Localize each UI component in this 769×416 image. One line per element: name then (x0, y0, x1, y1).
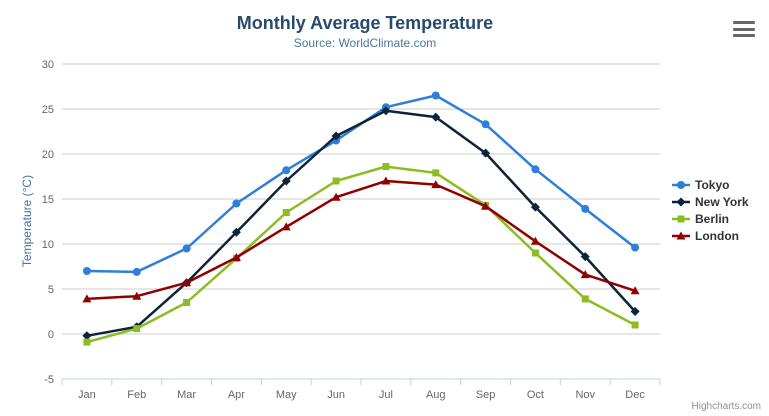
data-point-marker[interactable] (133, 325, 141, 333)
data-point-marker[interactable] (531, 249, 539, 257)
data-point-marker[interactable] (431, 180, 441, 189)
series-london (82, 176, 640, 303)
y-axis-label: 30 (42, 59, 54, 71)
data-point-marker[interactable] (530, 202, 540, 212)
x-axis-label: May (276, 389, 297, 401)
legend-marker-icon (672, 215, 690, 223)
data-point-marker[interactable] (431, 91, 440, 100)
legend-label: Berlin (695, 212, 730, 226)
data-point-marker (676, 231, 686, 240)
series-line[interactable] (86, 179, 636, 301)
data-point-marker[interactable] (580, 252, 590, 262)
export-menu-icon[interactable] (733, 21, 755, 37)
legend-marker-icon (672, 231, 690, 240)
y-axis-title: Temperature (°C) (20, 174, 34, 268)
y-axis-label: 25 (42, 104, 54, 116)
data-point-marker[interactable] (630, 286, 640, 295)
export-menu-bar (733, 21, 755, 24)
legend-label: New York (695, 195, 749, 209)
x-axis-label: Sep (476, 389, 496, 401)
data-point-marker[interactable] (82, 331, 92, 341)
data-point-marker (677, 181, 685, 189)
y-axis-label: 15 (42, 194, 54, 206)
legend-marker-icon (672, 181, 690, 189)
data-point-marker[interactable] (481, 201, 491, 210)
data-point-marker[interactable] (282, 209, 290, 216)
data-point-marker[interactable] (82, 267, 91, 275)
x-axis-label: Dec (625, 389, 645, 401)
data-point-marker[interactable] (231, 253, 241, 261)
chart-title: Monthly Average Temperature (236, 13, 494, 33)
data-point-marker[interactable] (631, 243, 640, 252)
legend-marker-icon (672, 197, 690, 207)
data-point-marker[interactable] (132, 291, 142, 300)
legend-item-tokyo[interactable]: Tokyo (672, 178, 749, 192)
x-axis-label: Nov (575, 389, 595, 401)
data-point-marker[interactable] (231, 227, 241, 237)
x-axis-label: Apr (228, 389, 245, 401)
data-point-marker (676, 197, 686, 207)
legend-label: London (695, 229, 739, 243)
credits-link[interactable]: Highcharts.com (691, 401, 761, 412)
data-point-marker[interactable] (531, 165, 540, 174)
legend-item-london[interactable]: London (672, 229, 749, 243)
x-axis-label: Aug (426, 389, 446, 401)
series-line[interactable] (86, 109, 637, 338)
data-point-marker[interactable] (331, 131, 341, 141)
y-axis-label: 10 (42, 239, 54, 251)
series-line[interactable] (86, 165, 636, 344)
series-line[interactable] (86, 94, 636, 274)
data-point-marker[interactable] (381, 176, 391, 185)
data-point-marker[interactable] (382, 163, 390, 171)
data-point-marker[interactable] (381, 106, 391, 116)
data-point-marker[interactable] (82, 294, 92, 303)
data-point-marker[interactable] (182, 244, 191, 253)
x-axis-label: Mar (177, 389, 196, 401)
data-point-marker[interactable] (432, 169, 440, 177)
data-point-marker (677, 215, 685, 223)
legend-label: Tokyo (695, 178, 730, 192)
x-axis-label: Jun (327, 389, 345, 401)
data-point-marker[interactable] (631, 321, 639, 329)
legend-item-new-york[interactable]: New York (672, 195, 749, 209)
data-point-marker[interactable] (481, 120, 490, 129)
chart-subtitle: Source: WorldClimate.com (293, 36, 437, 50)
data-point-marker[interactable] (282, 166, 291, 175)
data-point-marker[interactable] (581, 204, 590, 213)
data-point-marker[interactable] (481, 148, 491, 158)
export-menu-bar (733, 34, 755, 37)
data-point-marker[interactable] (331, 192, 341, 201)
series-tokyo (82, 91, 640, 276)
data-point-marker[interactable] (530, 236, 540, 245)
x-axis-label: Jul (379, 389, 393, 401)
y-axis-label: 20 (42, 149, 54, 161)
data-point-marker[interactable] (431, 112, 441, 122)
data-point-marker[interactable] (630, 307, 640, 316)
data-point-marker[interactable] (332, 177, 340, 185)
legend-item-berlin[interactable]: Berlin (672, 212, 749, 226)
data-point-marker[interactable] (281, 222, 291, 231)
data-point-marker[interactable] (132, 267, 141, 276)
x-axis-label: Oct (527, 389, 544, 401)
y-axis-label: 0 (48, 329, 54, 341)
y-axis-label: -5 (44, 374, 54, 386)
data-point-marker[interactable] (581, 295, 589, 303)
data-point-marker[interactable] (83, 338, 91, 346)
data-point-marker[interactable] (580, 270, 590, 279)
y-axis-label: 5 (48, 284, 54, 296)
x-axis-label: Feb (127, 389, 146, 401)
legend: Tokyo New York Berlin London (672, 178, 749, 243)
x-axis-label: Jan (78, 389, 96, 401)
data-point-marker[interactable] (183, 299, 191, 306)
data-point-marker[interactable] (232, 199, 241, 208)
series-new-york (82, 106, 640, 341)
data-point-marker[interactable] (182, 278, 192, 287)
export-menu-bar (733, 27, 755, 31)
data-point-marker[interactable] (281, 176, 291, 186)
